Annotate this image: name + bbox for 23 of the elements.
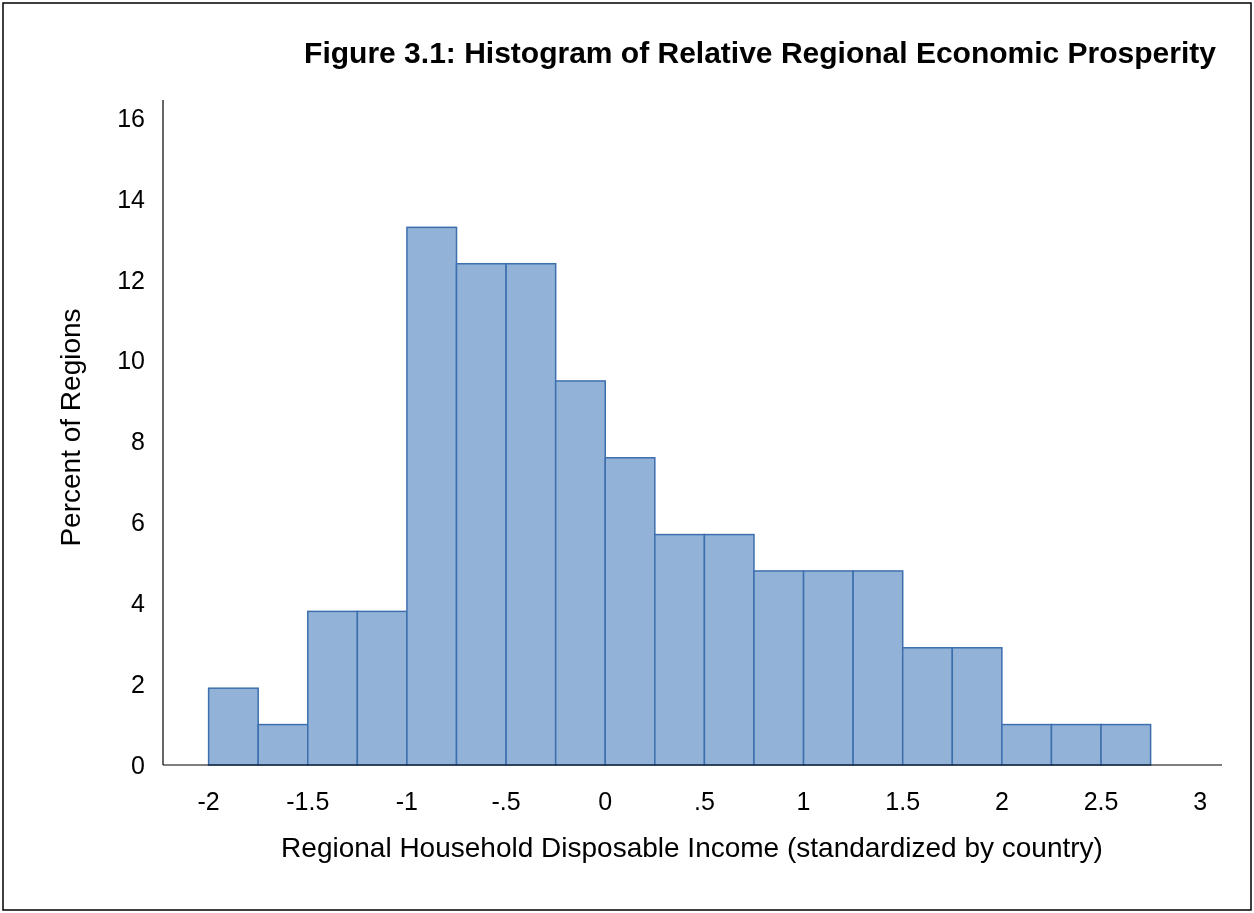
- x-tick-label: 0: [598, 787, 613, 815]
- y-tick-label: 14: [117, 184, 146, 213]
- x-tick-label: 3: [1193, 787, 1208, 815]
- x-tick-label: -.5: [491, 787, 521, 815]
- y-tick-label: 4: [131, 589, 146, 618]
- chart-title: Figure 3.1: Histogram of Relative Regional Economic Prosperity: [304, 36, 1217, 69]
- y-axis-title: Percent of Regions: [55, 308, 86, 547]
- x-tick-label: 1: [796, 787, 811, 815]
- y-tick-label: 12: [117, 265, 145, 294]
- x-tick-label: .5: [693, 787, 715, 815]
- x-tick-label: 1.5: [885, 787, 921, 815]
- x-tick-label: 2.5: [1083, 787, 1119, 815]
- y-tick-label: 10: [117, 346, 145, 375]
- y-tick-label: 0: [131, 750, 145, 779]
- x-tick-label: -2: [197, 787, 220, 815]
- y-tick-label: 6: [131, 508, 145, 537]
- x-axis-title: Regional Household Disposable Income (standardized by country): [281, 832, 1103, 863]
- y-tick-label: 16: [117, 103, 145, 132]
- x-tick-label: -1.5: [286, 787, 330, 815]
- y-tick-label: 2: [131, 669, 145, 698]
- y-tick-label: 8: [131, 427, 145, 456]
- x-tick-label: 2: [994, 787, 1009, 815]
- x-tick-label: -1: [395, 787, 419, 815]
